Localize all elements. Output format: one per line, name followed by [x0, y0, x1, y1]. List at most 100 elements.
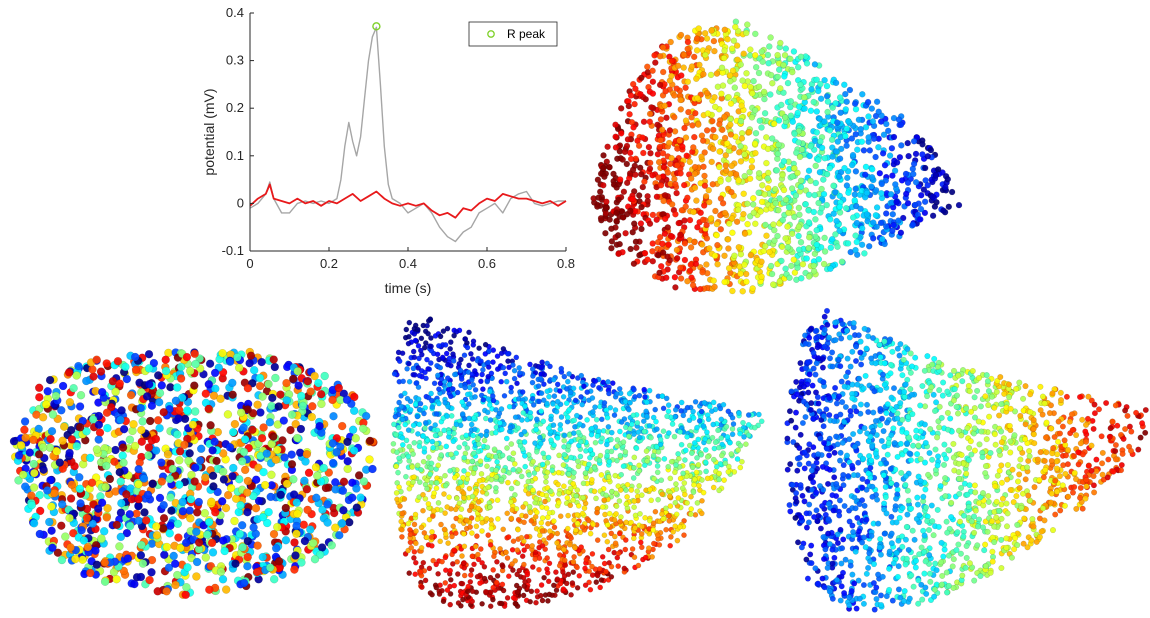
cloud-point [259, 467, 268, 477]
cloud-point [427, 360, 434, 366]
cloud-point [239, 447, 249, 457]
cloud-point [487, 574, 494, 581]
cloud-point [904, 199, 912, 207]
cloud-point [641, 386, 648, 393]
cloud-point [693, 197, 700, 204]
cloud-point [601, 532, 608, 539]
cloud-point [514, 480, 521, 487]
cloud-point [555, 469, 562, 476]
cloud-point [600, 182, 607, 189]
cloud-point [681, 217, 688, 224]
cloud-point [616, 530, 623, 537]
cloud-point [466, 485, 473, 492]
cloud-point [410, 365, 417, 372]
cloud-point [893, 198, 900, 206]
cloud-point [671, 175, 678, 183]
x-tick-label: 0.2 [320, 256, 338, 271]
cloud-point [45, 517, 54, 527]
cloud-point [694, 224, 701, 231]
cloud-point [482, 415, 489, 422]
cloud-point [779, 171, 786, 179]
cloud-point [700, 163, 707, 171]
cloud-point [721, 113, 728, 120]
cloud-point [399, 526, 405, 533]
cloud-point [877, 219, 885, 227]
cloud-point [429, 529, 435, 535]
cloud-point [702, 192, 710, 200]
cloud-point [154, 398, 164, 407]
cloud-point [269, 529, 279, 539]
cloud-point [767, 91, 774, 98]
cloud-point [130, 579, 139, 589]
cloud-point [469, 553, 476, 560]
cloud-point [282, 396, 291, 405]
cloud-point [709, 180, 716, 188]
cloud-point [723, 140, 731, 147]
cloud-point [561, 483, 567, 490]
cloud-point [624, 136, 632, 143]
cloud-point [789, 118, 796, 126]
cloud-point [115, 468, 124, 477]
r-peak-marker [372, 22, 381, 31]
cloud-point [797, 81, 804, 88]
cloud-point [945, 203, 952, 211]
cloud-point [612, 533, 618, 540]
cloud-point [712, 207, 719, 215]
cloud-point [266, 563, 275, 572]
x-tick-label: 0 [246, 256, 253, 271]
cloud-point [853, 238, 860, 246]
cloud-point [734, 56, 741, 63]
cloud-point [405, 340, 412, 347]
cloud-point [159, 408, 168, 417]
cloud-point [446, 381, 453, 388]
cloud-point [206, 421, 215, 430]
cloud-point [153, 371, 163, 380]
cloud-point [612, 121, 619, 128]
cloud-point [320, 371, 329, 381]
cloud-point [524, 571, 531, 578]
cloud-point [536, 566, 542, 573]
cloud-point [447, 567, 454, 574]
cloud-point [656, 269, 663, 276]
cloud-point [257, 434, 267, 443]
cloud-point [343, 437, 352, 447]
cloud-point [212, 456, 221, 466]
cloud-point [632, 85, 639, 93]
cloud-point [488, 525, 495, 532]
cloud-point [91, 546, 100, 555]
cloud-point [658, 126, 666, 134]
cloud-point [843, 98, 850, 105]
cloud-point [575, 502, 582, 509]
cloud-point [461, 454, 468, 461]
cloud-point [919, 151, 926, 158]
cloud-point [485, 532, 492, 538]
cloud-point [460, 596, 466, 603]
cloud-point [134, 516, 143, 525]
cloud-point [432, 422, 439, 428]
cloud-point [716, 487, 722, 494]
cloud-point [134, 465, 143, 474]
cloud-point [620, 188, 628, 195]
cloud-point [571, 417, 578, 424]
cloud-point [579, 401, 586, 408]
cloud-point [684, 404, 691, 411]
cloud-point [820, 260, 828, 268]
cloud-point [303, 505, 312, 515]
cloud-point [864, 98, 872, 106]
cloud-point [637, 510, 643, 517]
cloud-point [699, 477, 705, 483]
cloud-point [604, 538, 611, 545]
cloud-point [744, 220, 751, 228]
cloud-point [538, 408, 545, 415]
cloud-point [306, 525, 315, 534]
cloud-point [935, 166, 942, 173]
cloud-point [632, 393, 638, 400]
cloud-point [392, 413, 399, 420]
cloud-point [811, 61, 819, 68]
cloud-point [887, 190, 895, 198]
cloud-point [623, 501, 630, 507]
cloud-point [137, 425, 146, 435]
cloud-point [405, 520, 412, 527]
cloud-point [621, 148, 629, 156]
cloud-point [546, 393, 552, 400]
